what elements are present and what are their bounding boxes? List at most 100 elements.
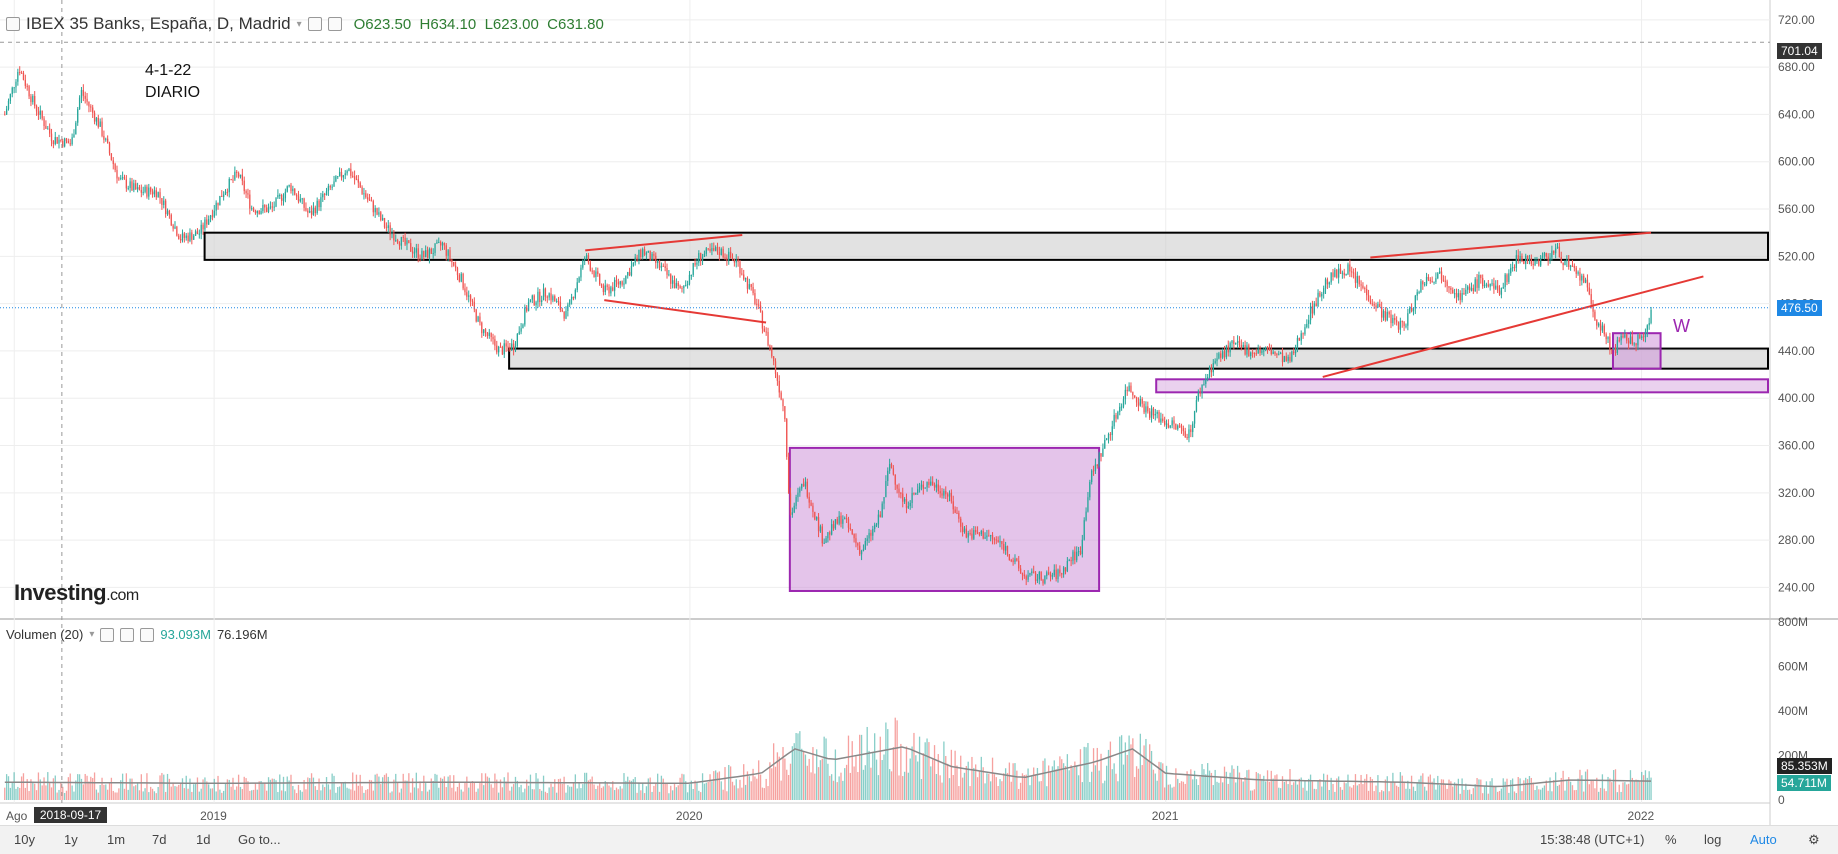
volume-bar <box>417 788 419 800</box>
volume-bar <box>1068 770 1070 800</box>
candle <box>642 249 644 257</box>
candle <box>239 174 242 177</box>
volume-bar <box>1429 774 1431 800</box>
candle <box>1556 246 1559 249</box>
candle <box>1165 423 1168 425</box>
goto-button[interactable]: Go to... <box>238 832 281 847</box>
volume-bar <box>1558 784 1561 800</box>
candle <box>763 328 765 332</box>
candle <box>1506 274 1508 282</box>
candle <box>600 284 603 286</box>
candle <box>791 512 794 515</box>
volume-tick-label: 400M <box>1778 704 1808 718</box>
volume-bar <box>1345 783 1347 800</box>
volume-bar <box>41 785 43 800</box>
candle <box>834 519 837 529</box>
range-1y-button[interactable]: 1y <box>64 832 78 847</box>
candle <box>1627 340 1630 344</box>
candle <box>761 311 764 329</box>
volume-bar <box>1349 786 1351 800</box>
volume-bar <box>228 779 230 800</box>
volume-bar <box>1324 780 1327 800</box>
candle <box>88 101 90 107</box>
volume-bar <box>784 758 786 800</box>
volume-bar <box>924 742 926 800</box>
volume-bar <box>827 763 829 800</box>
candle <box>1483 285 1486 287</box>
volume-bar <box>954 750 956 800</box>
volume-bar <box>1092 748 1095 800</box>
volume-bar <box>533 789 535 800</box>
candle <box>198 233 200 235</box>
candle <box>823 542 825 544</box>
volume-bar <box>975 764 977 800</box>
volume-bar <box>675 787 678 800</box>
volume-bar <box>982 767 984 800</box>
gear-icon[interactable]: ⚙ <box>1808 832 1820 847</box>
volume-bar <box>1014 763 1016 800</box>
range-1m-button[interactable]: 1m <box>107 832 126 847</box>
candle <box>707 248 709 250</box>
candle <box>1476 279 1478 288</box>
log-toggle[interactable]: log <box>1704 832 1722 847</box>
volume-bar <box>1367 790 1370 800</box>
close-icon[interactable] <box>140 627 155 642</box>
volume-bar <box>413 787 416 800</box>
percent-toggle[interactable]: % <box>1665 832 1677 847</box>
volume-bar <box>1571 785 1574 800</box>
candle <box>116 169 118 179</box>
volume-bar <box>1220 776 1222 800</box>
volume-bar <box>829 775 831 800</box>
chart-type-icon[interactable] <box>6 17 20 31</box>
volume-bar <box>926 738 928 800</box>
eye-icon[interactable] <box>307 17 322 31</box>
range-10y-button[interactable]: 10y <box>14 832 35 847</box>
candle <box>990 535 992 537</box>
candle <box>1450 288 1452 290</box>
candle <box>243 180 245 192</box>
candle <box>183 233 186 238</box>
range-7d-button[interactable]: 7d <box>152 832 167 847</box>
volume-bar <box>62 786 64 800</box>
volume-bar <box>284 791 287 800</box>
volume-bar <box>860 734 863 800</box>
volume-label[interactable]: Volumen (20) <box>6 627 84 642</box>
candle <box>855 538 857 544</box>
candle <box>1612 348 1615 350</box>
candle <box>380 212 382 221</box>
candle <box>1250 352 1252 356</box>
candle <box>915 492 917 495</box>
eye-icon[interactable] <box>100 627 115 642</box>
chevron-down-icon[interactable]: ▾ <box>296 18 302 30</box>
volume-ma-badge: 85.353M <box>1777 758 1832 774</box>
range-1d-button[interactable]: 1d <box>196 832 211 847</box>
volume-bar <box>1493 785 1495 800</box>
candle <box>353 176 356 180</box>
candle <box>1349 264 1351 272</box>
auto-toggle[interactable]: Auto <box>1750 832 1777 847</box>
volume-bar <box>1309 774 1312 800</box>
gear-icon[interactable] <box>327 17 342 31</box>
candle <box>821 526 823 544</box>
candle <box>932 481 934 486</box>
candle <box>658 260 661 268</box>
candle <box>677 282 679 287</box>
price-tick-label: 320.00 <box>1778 486 1815 500</box>
gear-icon[interactable] <box>120 627 135 642</box>
candle <box>1130 385 1132 393</box>
candle <box>50 133 53 141</box>
chevron-down-icon[interactable]: ▾ <box>89 629 95 640</box>
candle <box>802 483 805 487</box>
candle <box>518 331 520 334</box>
candle <box>722 248 724 258</box>
volume-bar <box>599 782 601 800</box>
candle <box>65 138 68 142</box>
symbol-title[interactable]: IBEX 35 Banks, España, D, Madrid <box>26 14 291 33</box>
volume-bar <box>1446 788 1448 800</box>
candle <box>1347 264 1349 274</box>
volume-bar <box>406 780 408 800</box>
volume-bar <box>593 784 595 800</box>
volume-bar <box>1184 783 1186 800</box>
volume-bar <box>1319 779 1321 800</box>
